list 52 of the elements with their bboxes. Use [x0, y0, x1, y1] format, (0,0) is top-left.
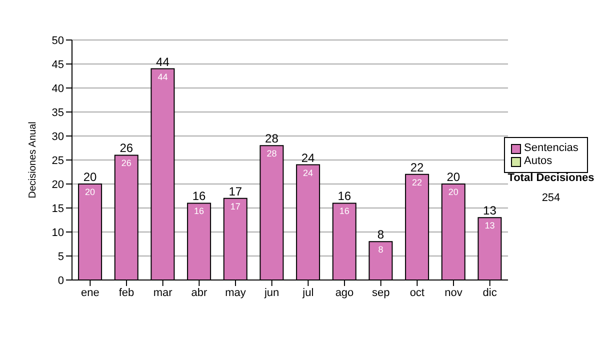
- data-label: 16: [194, 206, 204, 216]
- y-axis-title: Decisiones Anual: [28, 122, 39, 198]
- data-label: 20: [85, 187, 96, 197]
- data-label: 26: [121, 158, 132, 168]
- data-label: 44: [158, 72, 168, 82]
- total-label: 20: [83, 170, 98, 184]
- y-tick-label: 0: [58, 274, 64, 287]
- total-label: 8: [377, 228, 384, 242]
- legend-label: Sentencias: [524, 142, 578, 155]
- total-label: 44: [156, 54, 170, 69]
- total-label: 26: [120, 141, 134, 156]
- total-label: 16: [192, 189, 206, 204]
- x-tick-label: abr: [191, 286, 208, 299]
- x-tick-label: nov: [444, 286, 463, 299]
- total-label: 24: [301, 150, 316, 165]
- y-tick-label: 5: [58, 250, 64, 263]
- total-label: 22: [410, 160, 424, 174]
- x-tick-label: sep: [372, 286, 390, 299]
- total-label: 28: [265, 132, 279, 146]
- y-tick-label: 30: [52, 130, 64, 143]
- data-label: 22: [412, 177, 422, 188]
- y-tick-label: 45: [52, 58, 64, 71]
- annotation: Total Decisiones: [506, 172, 596, 184]
- data-label: 16: [339, 206, 350, 216]
- y-tick-label: 50: [52, 34, 64, 47]
- data-label: 8: [378, 244, 384, 255]
- total-label: 13: [483, 204, 497, 218]
- x-tick-label: may: [225, 286, 246, 299]
- text: 254: [540, 192, 562, 204]
- y-tick-label: 35: [52, 106, 64, 119]
- x-tick-label: mar: [153, 286, 173, 299]
- total-label: 16: [338, 189, 352, 204]
- data-label: 13: [484, 220, 495, 231]
- total-label: 20: [446, 170, 460, 184]
- x-tick-label: jun: [263, 286, 280, 299]
- x-tick-label: dic: [482, 286, 498, 299]
- data-label: 17: [230, 201, 240, 212]
- x-tick-label: jul: [302, 286, 314, 299]
- x-tick-label: ago: [335, 286, 354, 299]
- total-label: 17: [228, 184, 242, 198]
- y-tick-label: 10: [52, 226, 64, 239]
- y-tick-label: 20: [52, 178, 64, 191]
- x-tick-label: oct: [410, 286, 425, 299]
- data-label: 28: [266, 148, 277, 159]
- x-tick-label: ene: [80, 286, 100, 299]
- y-tick-label: 15: [52, 202, 64, 215]
- data-label: 20: [448, 187, 458, 197]
- y-tick-label: 25: [52, 154, 64, 167]
- y-tick-label: 40: [52, 82, 64, 95]
- x-tick-label: feb: [118, 286, 134, 299]
- legend-label: Autos: [524, 155, 552, 168]
- data-label: 24: [303, 168, 314, 178]
